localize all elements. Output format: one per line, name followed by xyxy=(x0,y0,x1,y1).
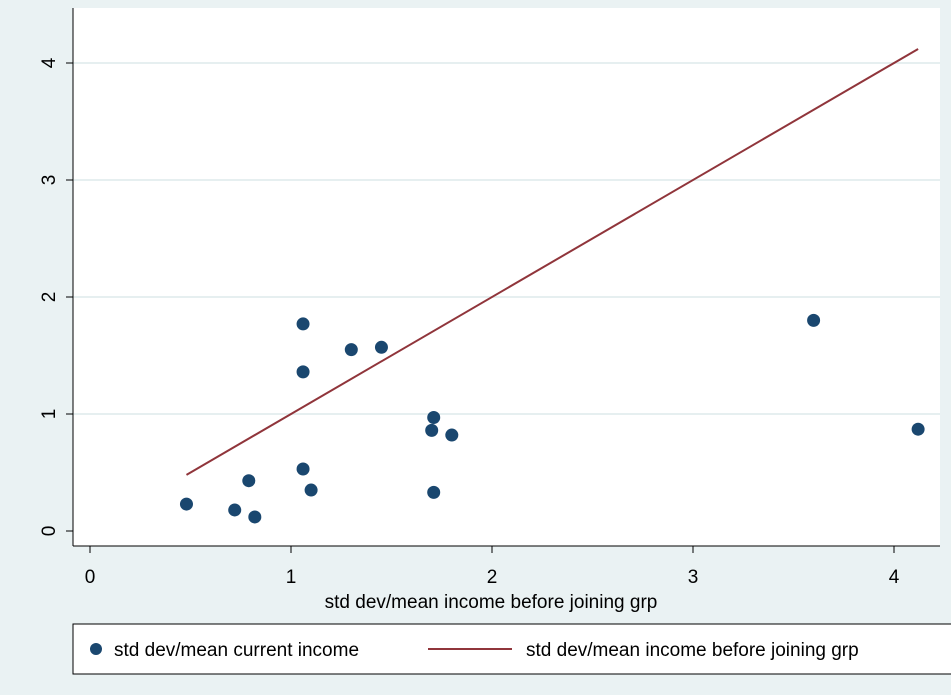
y-tick-label-2: 2 xyxy=(39,292,60,303)
legend-label-scatter: std dev/mean current income xyxy=(114,640,359,661)
data-point xyxy=(374,340,388,354)
scatter-series xyxy=(179,313,925,524)
y-axis-ticks: 0 1 2 3 4 xyxy=(39,57,73,536)
legend-marker-scatter xyxy=(90,643,102,655)
data-point xyxy=(911,422,925,436)
x-axis-ticks: 0 1 2 3 4 xyxy=(85,546,900,588)
y-tick-label-4: 4 xyxy=(39,57,60,68)
gridlines xyxy=(73,62,940,415)
x-tick-label-0: 0 xyxy=(85,567,96,588)
data-point xyxy=(427,485,441,499)
data-point xyxy=(228,503,242,517)
x-axis-title: std dev/mean income before joining grp xyxy=(325,592,658,613)
legend: std dev/mean current income std dev/mean… xyxy=(72,623,951,675)
data-point xyxy=(425,423,439,437)
y-tick-label-3: 3 xyxy=(39,175,60,186)
data-point xyxy=(296,462,310,476)
data-point xyxy=(242,474,256,488)
data-point xyxy=(304,483,318,497)
fitted-line-series xyxy=(185,48,919,476)
data-point xyxy=(807,313,821,327)
data-point xyxy=(427,411,441,425)
x-tick-label-1: 1 xyxy=(286,567,297,588)
data-point xyxy=(296,317,310,331)
x-tick-label-2: 2 xyxy=(487,567,498,588)
x-tick-label-4: 4 xyxy=(889,567,900,588)
data-point xyxy=(344,343,358,357)
legend-label-line: std dev/mean income before joining grp xyxy=(526,640,859,661)
fitted-line xyxy=(185,48,919,476)
y-tick-label-1: 1 xyxy=(39,409,60,420)
x-tick-label-3: 3 xyxy=(688,567,699,588)
data-point xyxy=(248,510,262,524)
data-point xyxy=(179,497,193,511)
data-point xyxy=(445,428,459,442)
data-point xyxy=(296,365,310,379)
y-tick-label-0: 0 xyxy=(39,526,60,537)
